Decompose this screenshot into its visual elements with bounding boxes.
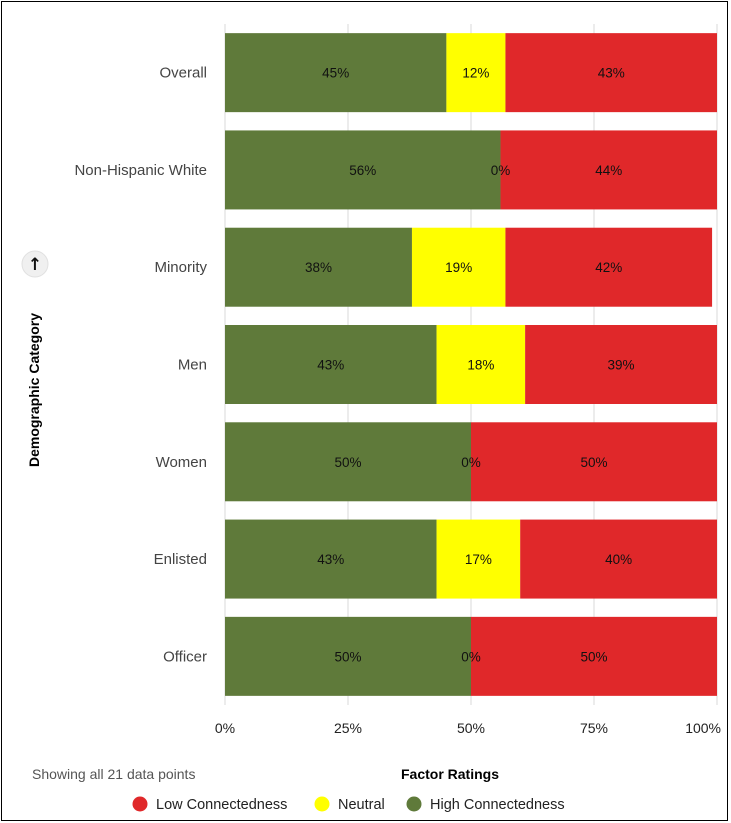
x-axis-title: Factor Ratings — [401, 766, 499, 782]
data-points-footnote: Showing all 21 data points — [32, 766, 195, 782]
data-label: 38% — [305, 260, 332, 275]
bar-segment[interactable] — [225, 616, 471, 696]
legend-label: High Connectedness — [430, 797, 565, 813]
sort-button-bg[interactable] — [21, 250, 49, 278]
data-label: 50% — [580, 455, 607, 470]
data-label: 43% — [317, 358, 344, 373]
category-label: Women — [156, 454, 207, 471]
sort-arrow-glyph[interactable]: ↑ — [28, 255, 42, 275]
data-label: 17% — [465, 552, 492, 567]
legend-item[interactable]: Neutral — [314, 796, 385, 814]
bar-segment[interactable] — [520, 519, 717, 599]
bar-segment[interactable] — [471, 422, 717, 502]
data-label: 12% — [462, 66, 489, 81]
x-tick-label: 75% — [580, 720, 608, 736]
x-tick-label: 100% — [685, 720, 721, 736]
bar-segment[interactable] — [505, 33, 717, 113]
legend-swatch — [314, 796, 330, 812]
category-label: Enlisted — [154, 551, 207, 568]
bar-segment[interactable] — [225, 519, 437, 599]
y-axis-title: Demographic Category — [26, 313, 42, 467]
bar-segment[interactable] — [500, 130, 717, 210]
data-label: 0% — [491, 163, 511, 178]
x-tick-label: 25% — [334, 720, 362, 736]
bar-segment[interactable] — [525, 325, 717, 404]
bar-segment[interactable] — [225, 422, 471, 502]
category-label: Officer — [163, 648, 207, 665]
legend-swatch — [406, 796, 422, 812]
data-label: 43% — [317, 552, 344, 567]
legend-swatch — [132, 796, 148, 812]
legend-item[interactable]: High Connectedness — [406, 796, 565, 814]
data-label: 50% — [334, 455, 361, 470]
category-label: Overall — [159, 65, 207, 82]
bar-segment[interactable] — [436, 325, 526, 404]
bar-segment[interactable] — [471, 616, 717, 696]
arrow-up-icon[interactable]: ↑ — [21, 250, 49, 278]
data-label: 50% — [580, 649, 607, 664]
x-tick-label: 50% — [457, 720, 485, 736]
bar-segment[interactable] — [436, 519, 521, 599]
data-label: 0% — [461, 649, 481, 664]
data-label: 19% — [445, 260, 472, 275]
data-label: 42% — [595, 260, 622, 275]
category-label: Minority — [154, 259, 207, 276]
legend-label: Neutral — [338, 797, 385, 813]
bar-segment[interactable] — [225, 33, 447, 113]
bar-segment[interactable] — [225, 227, 412, 307]
data-label: 39% — [608, 358, 635, 373]
legend-label: Low Connectedness — [156, 797, 287, 813]
data-label: 40% — [605, 552, 632, 567]
data-label: 50% — [334, 649, 361, 664]
data-label: 45% — [322, 66, 349, 81]
bar-segment[interactable] — [225, 130, 501, 210]
data-label: 18% — [467, 358, 494, 373]
legend-item[interactable]: Low Connectedness — [132, 796, 288, 814]
data-label: 43% — [598, 66, 625, 81]
data-label: 44% — [595, 163, 622, 178]
bar-segment[interactable] — [446, 33, 506, 113]
category-label: Non-Hispanic White — [74, 162, 207, 179]
bar-segment[interactable] — [505, 227, 713, 307]
legend: Low Connectedness Neutral High Connectedne… — [132, 796, 565, 814]
category-label: Men — [178, 357, 207, 374]
bars: 45% 12% 43% 56% 0% 44% 38% 19% 42% 43% 18% 39% 50% 0%… — [225, 33, 717, 696]
data-label: 56% — [349, 163, 376, 178]
x-tick-label: 0% — [215, 720, 235, 736]
data-label: 0% — [461, 455, 481, 470]
bar-segment[interactable] — [225, 325, 437, 404]
bar-segment[interactable] — [411, 227, 506, 307]
